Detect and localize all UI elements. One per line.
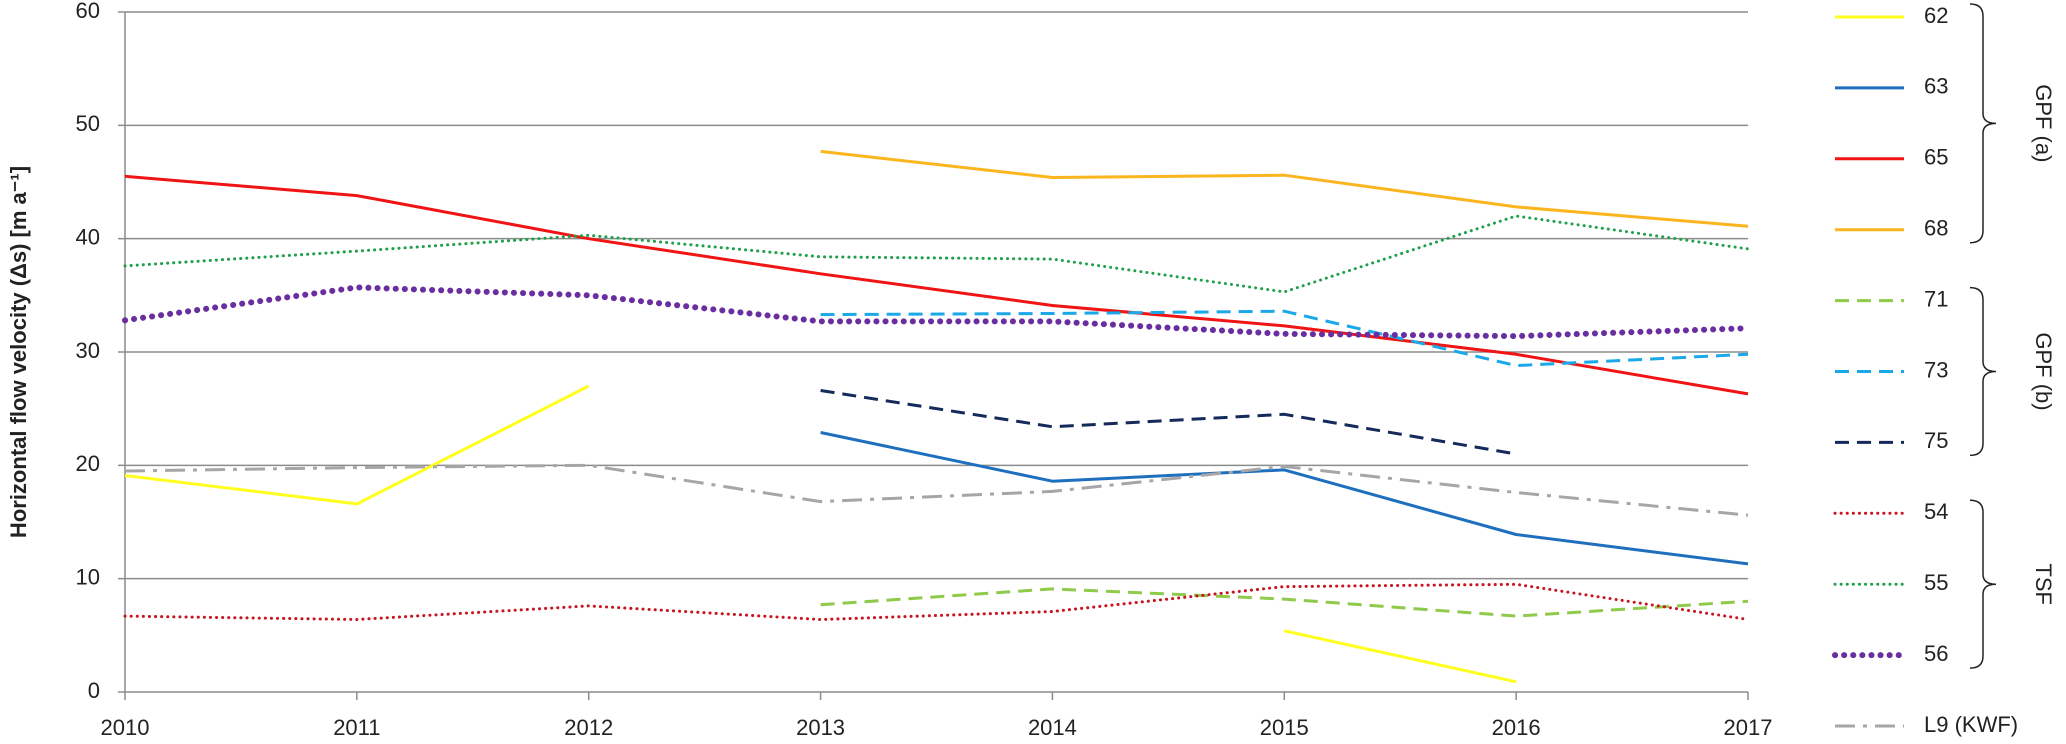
group-bracket <box>1969 3 1997 244</box>
group-label: GPF (a) <box>2031 84 2056 162</box>
x-tick-label: 2014 <box>1028 715 1077 740</box>
y-tick-label: 50 <box>76 111 100 136</box>
x-tick-label: 2013 <box>796 715 845 740</box>
y-tick-label: 60 <box>76 0 100 23</box>
legend-label: 63 <box>1924 74 1948 99</box>
legend-label: 62 <box>1924 3 1948 28</box>
legend-label: 75 <box>1924 428 1948 453</box>
legend-label: 73 <box>1924 357 1948 382</box>
y-tick-label: 0 <box>88 678 100 703</box>
legend-label: L9 (KWF) <box>1924 712 2018 737</box>
x-tick-label: 2017 <box>1724 715 1773 740</box>
series-line <box>123 582 1750 621</box>
y-tick-label: 30 <box>76 338 100 363</box>
group-label: GPF (b) <box>2031 332 2056 410</box>
legend-label: 71 <box>1924 286 1948 311</box>
x-tick-label: 2012 <box>564 715 613 740</box>
y-tick-label: 40 <box>76 224 100 249</box>
series-line <box>820 309 1749 368</box>
series-line <box>124 463 1749 517</box>
legend-label: 65 <box>1924 145 1948 170</box>
y-axis-label: Horizontal flow velocity (Δs) [m a⁻¹] <box>6 166 31 538</box>
series-line <box>122 284 1751 340</box>
x-tick-label: 2010 <box>101 715 150 740</box>
legend-label: 55 <box>1924 570 1948 595</box>
series-line <box>820 431 1749 566</box>
x-tick-label: 2016 <box>1492 715 1541 740</box>
series-line <box>820 389 1517 456</box>
legend-label: 56 <box>1924 641 1948 666</box>
x-tick-label: 2015 <box>1260 715 1309 740</box>
series-line <box>124 174 1749 396</box>
y-tick-label: 10 <box>76 564 100 589</box>
series-line <box>820 149 1749 228</box>
series-line <box>124 384 1517 684</box>
y-tick-label: 20 <box>76 451 100 476</box>
series-line <box>123 214 1750 294</box>
x-tick-label: 2011 <box>333 715 380 740</box>
legend-label: 54 <box>1924 499 1948 524</box>
group-label: TSF <box>2031 563 2056 605</box>
series-line <box>820 587 1749 618</box>
group-bracket <box>1969 286 1997 457</box>
group-bracket <box>1969 499 1997 669</box>
legend-label: 68 <box>1924 216 1948 241</box>
